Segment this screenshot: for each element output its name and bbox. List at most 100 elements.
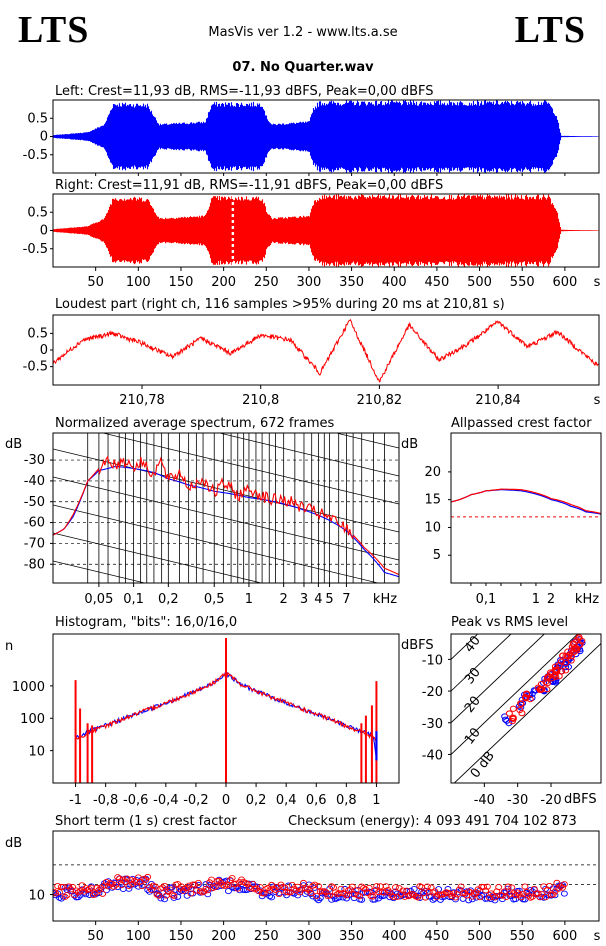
left-channel-ytick-label: -0.5: [23, 148, 48, 163]
short-crest-point: [194, 879, 202, 887]
short-crest-xtick-label: 400: [382, 929, 407, 944]
short-crest-point: [371, 896, 379, 903]
short-crest-point: [129, 880, 137, 887]
right-xtick-label: 300: [297, 275, 322, 290]
short-crest-title: Short term (1 s) crest factor: [55, 814, 237, 829]
histogram-ytick-label: 10: [28, 745, 45, 760]
short-crest-point: [542, 894, 550, 901]
peak-rms-point: [523, 690, 531, 697]
short-crest-point: [53, 890, 60, 897]
short-crest-point: [391, 884, 399, 891]
allpass-title: Allpassed crest factor: [451, 416, 592, 431]
short-crest-point: [123, 875, 131, 882]
allpass-ylabel: dB: [401, 437, 418, 452]
loudest-ytick-label: 0.5: [27, 326, 48, 341]
short-crest-point: [358, 896, 366, 903]
short-crest-point: [228, 875, 236, 882]
crest-line-label: 10: [462, 725, 484, 747]
short-crest-point: [525, 892, 533, 899]
right-xtick-label: 400: [382, 275, 407, 290]
peak-rms-point: [573, 637, 581, 644]
crest-line: [453, 642, 601, 783]
short-crest-point: [202, 881, 210, 888]
peak-rms-xtick-label: -30: [507, 793, 528, 808]
spectrum-ylabel: dB: [5, 437, 22, 452]
short-crest-xtick-label: 250: [254, 929, 279, 944]
spectrum-xunit: kHz: [373, 592, 397, 607]
peak-rms-point: [516, 706, 524, 714]
short-crest-point: [168, 891, 176, 898]
loudest-xtick-label: 210,8: [242, 393, 279, 408]
right-channel-ytick-label: -0.5: [23, 242, 48, 257]
spectrum-slope-line: [53, 532, 263, 583]
short-crest-xtick-label: 600: [552, 929, 577, 944]
short-crest-point: [386, 889, 394, 896]
short-crest-point: [482, 887, 489, 894]
spectrum-xtick-label: 0,5: [204, 592, 225, 607]
short-crest-point: [117, 882, 125, 889]
peak-rms-point: [559, 652, 567, 659]
short-crest-point: [196, 888, 204, 895]
spectrum-title: Normalized average spectrum, 672 frames: [55, 416, 334, 431]
histogram-xtick-label: 0,6: [306, 793, 327, 808]
short-crest-xtick-label: 100: [126, 929, 151, 944]
histogram-xtick-label: -0,2: [183, 793, 208, 808]
spectrum-ytick-label: -80: [24, 557, 45, 572]
short-crest-point: [116, 875, 123, 882]
histogram-ytick-label: 1000: [12, 680, 45, 695]
short-crest-point: [470, 891, 478, 898]
short-crest-point: [450, 890, 458, 897]
crest-line: [451, 634, 545, 724]
spectrum-ytick-label: -40: [24, 474, 45, 489]
spectrum-xtick-label: 2: [280, 592, 288, 607]
short-crest-point: [187, 890, 195, 897]
peak-rms-point: [562, 667, 570, 674]
short-crest-point: [275, 891, 283, 898]
short-crest-point: [416, 883, 424, 890]
short-crest-point: [99, 890, 107, 897]
spectrum-series-line: [53, 455, 399, 576]
histogram-xtick-label: -0,8: [93, 793, 118, 808]
loudest-waveform: [53, 318, 599, 383]
peak-rms-point: [522, 694, 530, 701]
short-crest-ytick-label: 10: [28, 889, 45, 904]
short-crest-point: [125, 885, 133, 892]
histogram-ytick-label: 100: [20, 712, 45, 727]
right-channel-ytick-label: 0.5: [27, 205, 48, 220]
peak-rms-point: [552, 666, 560, 673]
histogram-xtick-label: 0: [222, 793, 230, 808]
short-crest-point: [159, 884, 167, 891]
histogram-xtick-label: 0,4: [276, 793, 297, 808]
short-crest-point: [224, 888, 232, 895]
short-crest-point: [303, 885, 311, 892]
short-crest-point: [373, 883, 381, 890]
loudest-part-title: Loudest part (right ch, 116 samples >95%…: [55, 297, 505, 312]
short-crest-point: [397, 893, 405, 900]
short-crest-point: [483, 883, 491, 890]
short-crest-point: [89, 892, 97, 899]
peak-rms-point: [509, 705, 517, 712]
loudest-xtick-label: 210,78: [119, 393, 165, 408]
short-crest-xtick-label: 350: [339, 929, 364, 944]
right-xtick-label: 550: [510, 275, 535, 290]
short-crest-point: [322, 889, 330, 896]
right-xtick-label: 100: [126, 275, 151, 290]
allpass-series-line: [451, 489, 601, 515]
short-crest-point: [221, 882, 229, 890]
spectrum-ytick-label: -30: [24, 453, 45, 468]
allpass-ytick-label: 10: [424, 520, 441, 535]
histogram-xtick-label: -0,6: [123, 793, 148, 808]
allpass-series-line: [451, 488, 601, 515]
short-crest-point: [204, 887, 212, 894]
left-channel-ytick-label: 0: [40, 130, 48, 145]
peak-rms-xunit: dBFS: [564, 792, 597, 807]
short-crest-point: [390, 893, 398, 901]
short-crest-point: [170, 892, 178, 899]
short-crest-point: [234, 885, 242, 892]
left-channel-frame: [52, 99, 600, 174]
short-crest-point: [114, 874, 122, 881]
crest-line-label: 40: [462, 633, 484, 655]
short-crest-point: [91, 890, 99, 897]
loudest-xtick-label: 210,82: [357, 393, 403, 408]
spectrum-xtick-label: 0,2: [158, 592, 179, 607]
